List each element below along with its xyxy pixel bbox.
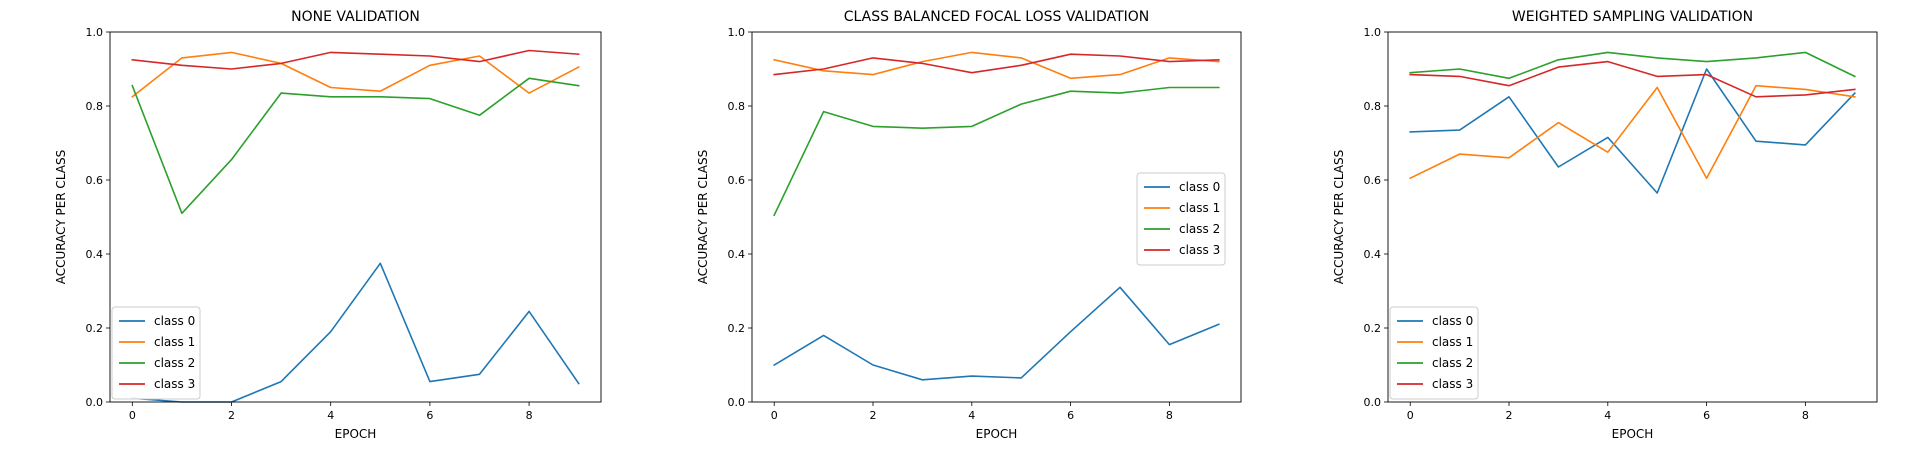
series-line-class-1 [773,51,1220,80]
legend: class 0 class 1 class 2 class 3 [1389,306,1479,400]
x-tick-label: 2 [1506,409,1513,422]
chart-0: NONE VALIDATION 0 2 4 6 8 0.0 0.2 0.4 0.6 0.8 1.0 EP… [54,9,602,441]
legend-label: class 2 [1179,222,1220,236]
y-tick-label: 0.2 [728,322,746,335]
chart-2: WEIGHTED SAMPLING VALIDATION 0 2 4 6 8 0.0 0.2 0… [1332,9,1878,441]
x-axis-label: EPOCH [335,427,377,441]
y-tick-label: 0.0 [1364,396,1382,409]
x-tick-label: 4 [1604,409,1611,422]
x-axis-label: EPOCH [976,427,1018,441]
y-tick-label: 0.8 [86,100,104,113]
legend-box [111,306,201,400]
series-line-class-1 [131,51,580,98]
y-tick-label: 0.8 [728,100,746,113]
x-tick-label: 0 [1407,409,1414,422]
y-tick-label: 0.4 [1364,248,1382,261]
legend-label: class 1 [154,335,195,349]
series-line-class-0 [773,286,1220,381]
y-axis-label: ACCURACY PER CLASS [696,150,710,284]
x-tick-label: 0 [129,409,136,422]
legend-box [1389,306,1479,400]
y-tick-label: 0.0 [86,396,104,409]
x-tick-label: 8 [1802,409,1809,422]
plot-frame [751,31,1242,403]
y-axis-label: ACCURACY PER CLASS [54,150,68,284]
legend-label: class 1 [1179,201,1220,215]
series-line-class-2 [131,77,580,215]
legend-label: class 2 [1432,356,1473,370]
chart-title: CLASS BALANCED FOCAL LOSS VALIDATION [844,9,1150,25]
legend-label: class 1 [1432,335,1473,349]
chart-title: NONE VALIDATION [291,9,420,25]
y-tick-label: 0.2 [86,322,104,335]
x-tick-label: 0 [771,409,778,422]
legend-label: class 0 [1179,180,1220,194]
series-line-class-2 [1409,51,1856,80]
x-tick-label: 8 [526,409,533,422]
plot-frame [1387,31,1878,403]
legend-label: class 0 [154,314,195,328]
x-tick-label: 8 [1166,409,1173,422]
x-axis-label: EPOCH [1612,427,1654,441]
y-tick-label: 0.6 [86,174,104,187]
x-tick-label: 4 [327,409,334,422]
legend-box [1136,172,1226,266]
series-line-class-2 [773,86,1220,217]
series-line-class-0 [1409,68,1856,194]
y-tick-label: 0.2 [1364,322,1382,335]
chart-title: WEIGHTED SAMPLING VALIDATION [1512,9,1753,25]
plot-frame [109,31,602,403]
y-tick-label: 0.6 [1364,174,1382,187]
legend: class 0 class 1 class 2 class 3 [1136,172,1226,266]
legend-label: class 3 [154,377,195,391]
x-tick-label: 6 [1067,409,1074,422]
legend-label: class 3 [1179,243,1220,257]
x-tick-label: 6 [1703,409,1710,422]
y-tick-label: 0.6 [728,174,746,187]
x-tick-label: 6 [426,409,433,422]
series-line-class-1 [1409,84,1856,180]
y-axis-label: ACCURACY PER CLASS [1332,150,1346,284]
legend-label: class 3 [1432,377,1473,391]
y-tick-label: 0.8 [1364,100,1382,113]
y-tick-label: 0.4 [86,248,104,261]
chart-1: CLASS BALANCED FOCAL LOSS VALIDATION 0 2 4 6… [696,9,1242,441]
series-line-class-3 [131,49,580,70]
y-tick-label: 1.0 [728,26,746,39]
x-tick-label: 2 [228,409,235,422]
series-line-class-3 [1409,60,1856,98]
y-tick-label: 0.0 [728,396,746,409]
series-line-class-3 [773,53,1220,76]
legend-label: class 2 [154,356,195,370]
y-tick-label: 0.4 [728,248,746,261]
legend-label: class 0 [1432,314,1473,328]
legend: class 0 class 1 class 2 class 3 [111,306,201,400]
y-tick-label: 1.0 [86,26,104,39]
x-tick-label: 2 [870,409,877,422]
y-tick-label: 1.0 [1364,26,1382,39]
x-tick-label: 4 [968,409,975,422]
